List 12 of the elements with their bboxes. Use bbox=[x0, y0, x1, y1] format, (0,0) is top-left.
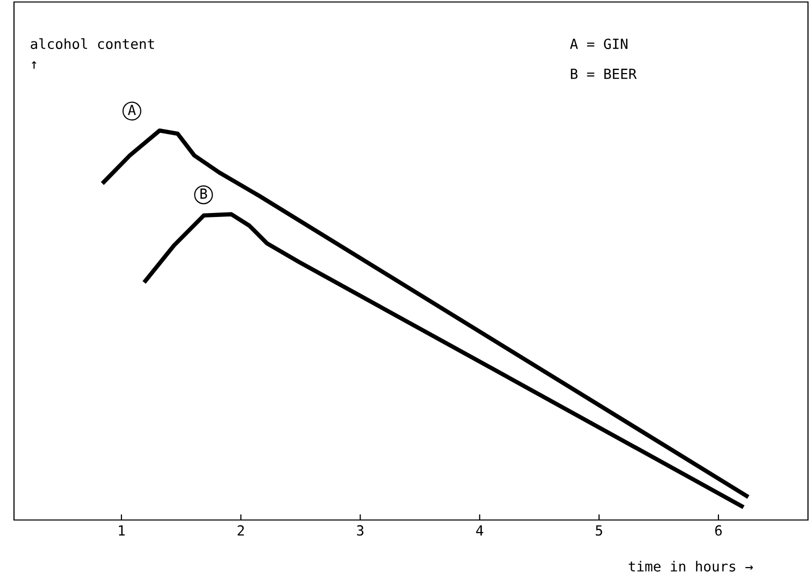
x-tick-label: 2 bbox=[238, 525, 244, 536]
x-axis-title: time in hours → bbox=[628, 560, 753, 572]
x-tick-label: 5 bbox=[596, 525, 602, 536]
x-tick-label: 4 bbox=[476, 525, 484, 536]
series-label: B bbox=[200, 188, 208, 199]
text: B = BEER bbox=[570, 68, 637, 79]
x-tick-label: 6 bbox=[715, 525, 722, 536]
series-label: A bbox=[128, 104, 136, 115]
y-axis-title: alcohol content ↑ bbox=[30, 38, 154, 69]
x-tick-label: 3 bbox=[357, 525, 364, 536]
x-tick-label: 1 bbox=[118, 525, 125, 536]
text: A = GIN bbox=[570, 38, 628, 50]
